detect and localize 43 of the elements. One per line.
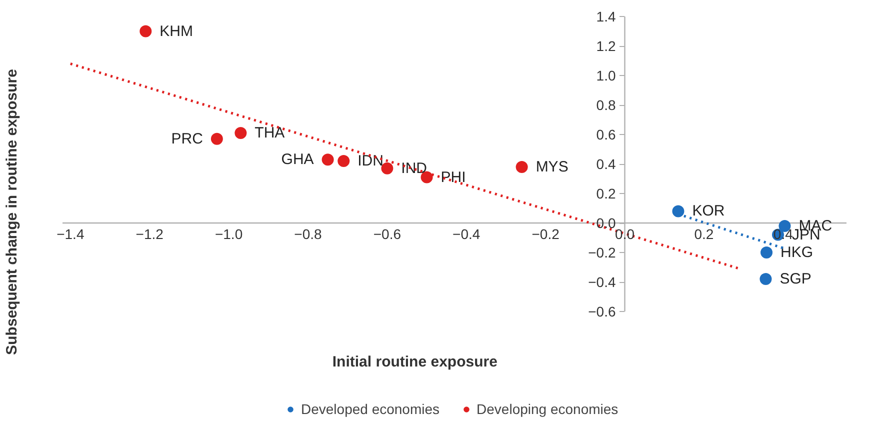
data-label: PRC: [171, 130, 204, 148]
point: [420, 171, 433, 184]
data-label: MYS: [536, 158, 568, 176]
y-tick-label: 0.4: [596, 156, 616, 172]
x-axis-title: Initial routine exposure: [332, 354, 498, 370]
data-label: THA: [254, 124, 285, 142]
y-tick-label: 0.8: [596, 97, 616, 113]
x-tick-label: −0.4: [452, 226, 480, 242]
y-tick-label: −0.2: [588, 244, 616, 260]
x-tick-label: −1.4: [56, 226, 84, 242]
point: [516, 160, 528, 173]
data-label: SGP: [780, 270, 812, 288]
x-tick-label: −1.0: [214, 226, 243, 242]
y-tick-label: 0.0: [596, 215, 616, 231]
legend-label: Developing economies: [476, 401, 618, 417]
x-tick-label: −0.6: [373, 226, 402, 242]
x-tick-label: −0.8: [294, 226, 322, 242]
data-label: PHI: [440, 168, 466, 186]
y-tick-label: 0.2: [596, 186, 616, 202]
data-label: HKG: [780, 244, 814, 261]
x-tick-label: −1.2: [136, 226, 164, 242]
data-label: KOR: [692, 202, 725, 220]
point: [322, 154, 334, 166]
x-tick-label: −0.2: [532, 226, 560, 242]
x-tick-label: 0.2: [694, 226, 714, 242]
y-tick-label: −0.4: [588, 274, 616, 290]
y-tick-label: 1.2: [596, 38, 616, 54]
point: [210, 132, 223, 145]
point: [760, 273, 772, 286]
point: [338, 155, 350, 168]
point: [381, 162, 394, 174]
data-label: GHA: [281, 151, 314, 168]
y-tick-label: 1.4: [596, 8, 616, 24]
y-tick-label: 0.6: [596, 126, 616, 142]
point: [140, 25, 152, 38]
y-tick-label: −0.6: [588, 304, 616, 320]
legend-label: Developed economies: [301, 401, 440, 417]
y-tick-label: 1.0: [596, 68, 616, 84]
point: [234, 127, 247, 140]
point: [760, 246, 773, 258]
y-axis-title: Subsequent change in routine exposure: [4, 69, 20, 355]
point: [672, 205, 684, 218]
data-label: KHM: [160, 22, 193, 40]
